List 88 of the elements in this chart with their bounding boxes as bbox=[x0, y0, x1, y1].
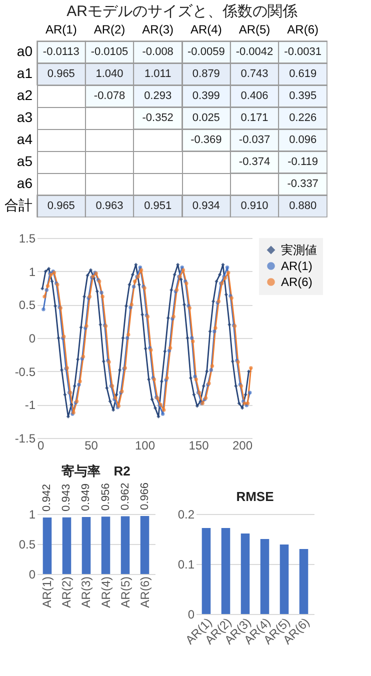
data-label: -0.352 bbox=[142, 112, 174, 124]
data-label: 0.962 bbox=[119, 482, 132, 510]
x-tick-label: AR(5) bbox=[238, 22, 270, 36]
y-tick-label: -1.5 bbox=[14, 432, 36, 446]
data-label: -0.374 bbox=[238, 156, 270, 168]
y-tick-label: a4 bbox=[16, 131, 33, 147]
data-label: -0.0105 bbox=[90, 46, 128, 58]
data-label: 1.040 bbox=[96, 68, 124, 80]
y-tick-label: 1.5 bbox=[18, 232, 36, 246]
chart-title: RMSE bbox=[236, 489, 274, 504]
x-tick-label: AR(6) bbox=[138, 576, 152, 608]
data-label: 0.025 bbox=[192, 112, 220, 124]
y-tick-label: 0.2 bbox=[178, 508, 195, 522]
bar bbox=[260, 539, 270, 614]
data-label: 0.096 bbox=[289, 134, 317, 146]
x-tick-label: AR(4) bbox=[98, 576, 113, 608]
x-tick-label: AR(2) bbox=[94, 22, 126, 36]
data-label: 0.880 bbox=[289, 200, 317, 212]
data-label: 0.951 bbox=[144, 200, 172, 212]
legend-label: AR(1) bbox=[281, 259, 312, 273]
data-label: -0.037 bbox=[238, 134, 270, 146]
chart-title: 寄与率 R2 bbox=[62, 464, 130, 479]
x-tick-label: AR(2) bbox=[60, 576, 74, 608]
y-tick-label: a6 bbox=[16, 175, 33, 191]
legend-label: 実測値 bbox=[281, 243, 317, 257]
x-tick-label: 100 bbox=[134, 438, 156, 452]
x-tick-label: AR(3) bbox=[79, 576, 94, 608]
bar bbox=[240, 534, 250, 614]
data-label: 0.395 bbox=[289, 90, 317, 102]
y-tick-label: -1 bbox=[24, 398, 36, 412]
x-tick-label: AR(3) bbox=[142, 22, 174, 36]
data-label: 0.743 bbox=[240, 68, 268, 80]
y-tick-label: a1 bbox=[16, 65, 33, 81]
data-label: 0.942 bbox=[41, 484, 54, 512]
y-tick-label: 1 bbox=[28, 264, 36, 279]
y-tick-label: 0 bbox=[28, 332, 36, 346]
y-tick-label: a5 bbox=[16, 153, 33, 169]
data-label: 0.965 bbox=[47, 68, 75, 80]
bar bbox=[221, 528, 230, 614]
y-tick-label: a3 bbox=[16, 109, 33, 125]
data-label: -0.119 bbox=[288, 156, 318, 168]
x-tick-label: 200 bbox=[232, 438, 253, 452]
data-label: 0.226 bbox=[289, 112, 317, 124]
x-tick-label: 0 bbox=[38, 438, 44, 452]
y-tick-label: 1 bbox=[28, 508, 36, 522]
data-label: -0.0113 bbox=[42, 46, 80, 58]
data-label: 0.293 bbox=[144, 90, 172, 102]
bar bbox=[280, 544, 289, 614]
y-tick-label: 0.1 bbox=[178, 558, 195, 572]
data-label: 1.011 bbox=[144, 68, 172, 80]
x-tick-label: AR(6) bbox=[287, 22, 319, 36]
chart-title: ARモデルのサイズと、係数の関係 bbox=[66, 3, 298, 20]
data-label: -0.0042 bbox=[236, 46, 274, 58]
data-label: 0.399 bbox=[192, 90, 220, 102]
x-tick-label: AR(4) bbox=[190, 22, 222, 36]
x-tick-label: AR(5) bbox=[118, 576, 132, 608]
data-label: -0.369 bbox=[190, 134, 222, 146]
data-label: -0.0059 bbox=[188, 46, 225, 58]
data-label: -0.078 bbox=[94, 90, 126, 102]
y-tick-label: a0 bbox=[16, 43, 33, 59]
x-tick-label: 150 bbox=[188, 438, 210, 452]
data-label: 0.171 bbox=[240, 112, 268, 124]
y-tick-label: a2 bbox=[16, 87, 33, 103]
data-label: 0.963 bbox=[96, 200, 124, 212]
data-label: -0.0031 bbox=[284, 46, 322, 58]
legend-label: AR(6) bbox=[281, 275, 312, 289]
bar bbox=[299, 549, 308, 614]
x-tick-label: 50 bbox=[84, 438, 98, 452]
data-label: 0.943 bbox=[60, 484, 73, 512]
data-label: 0.956 bbox=[100, 483, 112, 511]
data-label: 0.619 bbox=[289, 68, 317, 80]
data-label: 0.910 bbox=[240, 200, 268, 212]
data-label: 0.949 bbox=[80, 484, 92, 512]
data-label: -0.008 bbox=[142, 46, 174, 58]
data-label: 0.934 bbox=[192, 200, 220, 212]
y-tick-label: -0.5 bbox=[14, 364, 36, 379]
y-tick-label: 0.5 bbox=[18, 298, 36, 312]
data-label: 0.406 bbox=[240, 90, 268, 102]
data-label: 0.966 bbox=[138, 482, 151, 510]
x-tick-label: AR(1) bbox=[40, 576, 54, 608]
y-tick-label: 0 bbox=[28, 568, 36, 582]
y-tick-label: 0.5 bbox=[18, 538, 36, 552]
data-label: 0.965 bbox=[47, 200, 75, 212]
bar bbox=[202, 528, 211, 614]
data-label: 0.879 bbox=[192, 68, 220, 80]
y-tick-label: 合計 bbox=[4, 197, 32, 213]
x-tick-label: AR(1) bbox=[45, 22, 77, 36]
data-label: -0.337 bbox=[287, 178, 318, 190]
